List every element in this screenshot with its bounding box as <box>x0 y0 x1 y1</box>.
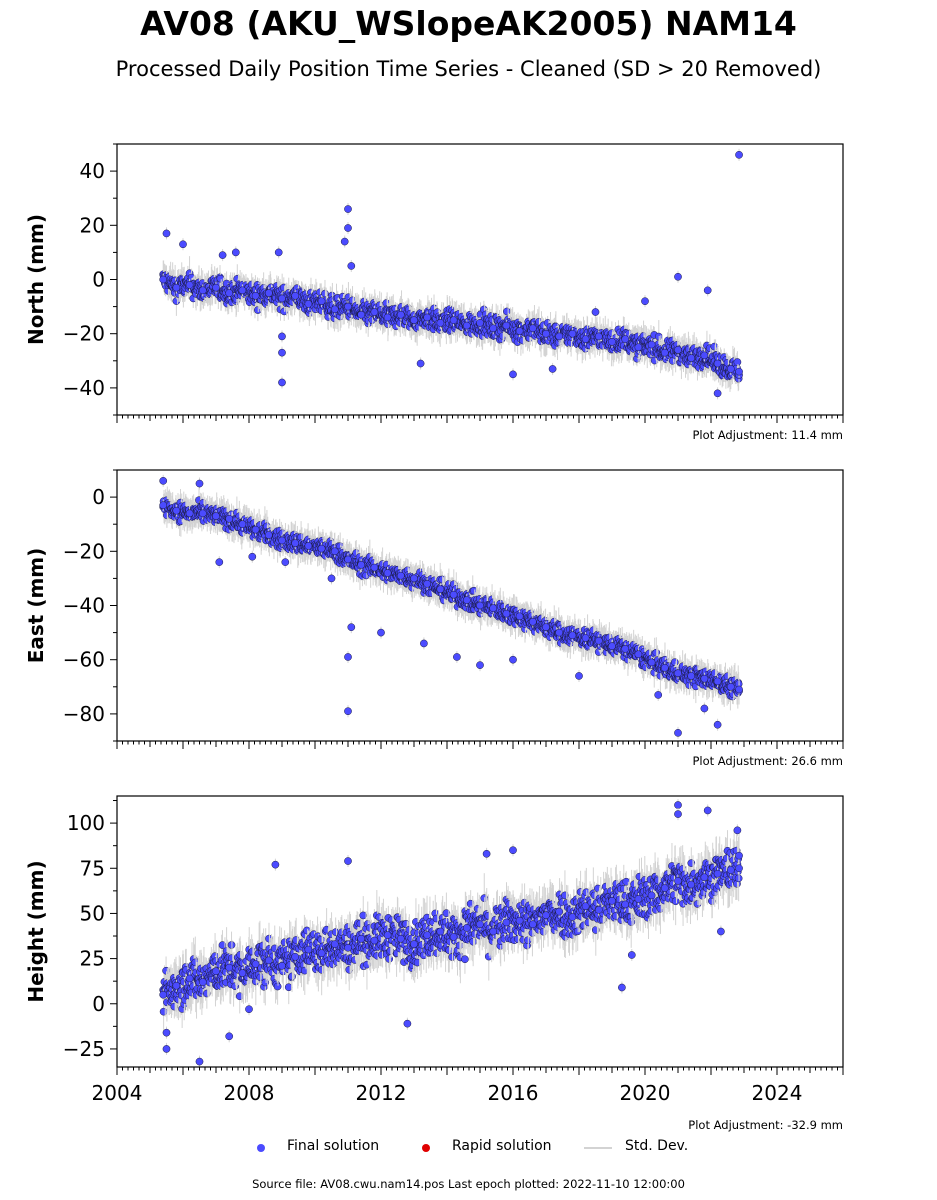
data-point <box>674 346 682 354</box>
data-point <box>647 340 656 349</box>
north-data <box>159 148 743 400</box>
y-tick-label: 0 <box>92 268 105 292</box>
data-point <box>660 348 669 357</box>
data-point <box>591 308 600 316</box>
data-point <box>179 240 187 249</box>
data-point <box>231 248 240 257</box>
data-point <box>502 321 511 330</box>
data-point <box>423 313 432 322</box>
chart-subtitle: Processed Daily Position Time Series - C… <box>115 57 822 81</box>
data-point <box>317 297 326 306</box>
data-point <box>304 300 313 308</box>
data-point <box>198 286 207 295</box>
data-point <box>674 272 682 281</box>
north-y-label: North (mm) <box>24 214 48 345</box>
data-point <box>489 324 498 333</box>
data-point <box>528 324 537 333</box>
data-point <box>548 365 557 373</box>
data-point <box>330 305 339 314</box>
chart-title: AV08 (AKU_WSlopeAK2005) NAM14 <box>140 4 797 43</box>
data-point <box>344 302 352 311</box>
data-point <box>713 359 722 368</box>
data-point <box>172 283 181 292</box>
y-tick-label: −20 <box>63 322 105 346</box>
data-point <box>608 337 616 346</box>
data-point <box>370 308 379 316</box>
data-point <box>703 286 712 295</box>
data-point <box>713 389 722 398</box>
data-point <box>396 310 405 319</box>
east-data <box>159 474 743 739</box>
y-tick-label: 40 <box>80 159 105 183</box>
data-point <box>278 348 286 357</box>
data-point <box>449 316 458 324</box>
data-point <box>344 205 352 213</box>
north-panel: −40 −20 0 20 40 North (mm) <box>24 143 844 423</box>
data-point <box>726 365 735 373</box>
data-point <box>735 367 743 376</box>
data-point <box>383 313 392 322</box>
data-point <box>347 262 356 270</box>
data-point <box>238 286 247 295</box>
data-point <box>274 248 283 257</box>
data-point <box>218 251 227 259</box>
data-point <box>641 297 649 306</box>
data-point <box>581 335 590 343</box>
data-point <box>436 319 445 327</box>
y-tick-label: 20 <box>80 213 105 237</box>
data-point <box>621 335 630 343</box>
data-point <box>159 275 168 284</box>
data-point <box>185 281 194 289</box>
data-point <box>162 229 171 238</box>
data-point <box>515 327 524 335</box>
data-point <box>634 343 643 352</box>
data-point <box>278 378 286 387</box>
data-point <box>291 291 300 300</box>
data-point <box>251 291 260 300</box>
data-point <box>410 316 418 324</box>
data-point <box>687 354 696 362</box>
data-point <box>700 351 709 360</box>
data-point <box>594 332 603 341</box>
data-point <box>212 283 220 292</box>
data-point <box>278 294 286 303</box>
data-point <box>509 370 517 379</box>
data-point <box>555 332 564 341</box>
data-point <box>542 329 550 338</box>
data-point <box>462 321 471 330</box>
y-tick-label: −40 <box>63 376 105 400</box>
data-point <box>340 237 349 246</box>
data-point <box>278 332 286 341</box>
data-point <box>568 329 577 338</box>
data-point <box>225 289 234 297</box>
data-point <box>344 224 352 232</box>
data-point <box>264 289 273 297</box>
data-point <box>476 319 484 327</box>
data-point <box>416 359 425 368</box>
data-point <box>735 150 743 159</box>
data-point <box>357 310 366 319</box>
